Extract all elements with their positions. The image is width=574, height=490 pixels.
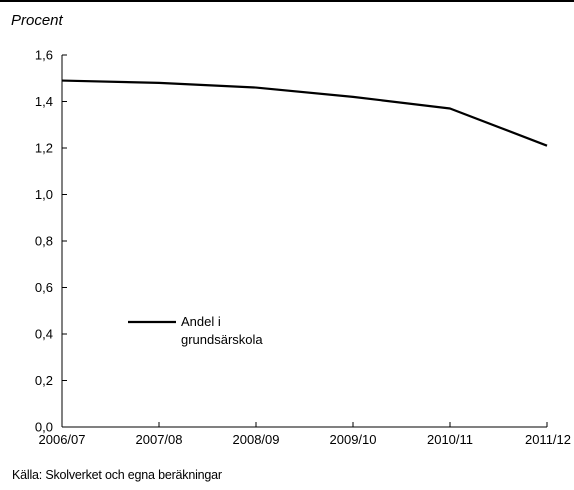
y-ticks: 0,0 0,2 0,4 0,6 0,8 1,0 1,2 1,4 1,6	[35, 48, 67, 435]
x-tick-label: 2007/08	[136, 432, 183, 447]
x-tick-label: 2008/09	[233, 432, 280, 447]
chart-axes	[61, 55, 547, 428]
series-line	[61, 79, 548, 147]
source-note: Källa: Skolverket och egna beräkningar	[12, 468, 222, 482]
x-ticks: 2006/07 2007/08 2008/09 2009/10 2010/11 2011/…	[39, 422, 571, 447]
y-tick-label: 1,0	[35, 187, 53, 202]
y-tick-label: 1,2	[35, 141, 53, 156]
chart-series	[61, 79, 548, 147]
y-tick-label: 0,2	[35, 373, 53, 388]
chart-legend: Andel i grundsärskola	[128, 314, 263, 347]
legend-label: grundsärskola	[181, 332, 263, 347]
y-tick-label: 1,4	[35, 94, 53, 109]
x-tick-label: 2011/12	[525, 432, 571, 447]
y-tick-label: 0,6	[35, 280, 53, 295]
top-rule	[0, 0, 574, 2]
x-tick-label: 2010/11	[427, 432, 473, 447]
y-unit-label: Procent	[11, 12, 63, 29]
x-tick-label: 2006/07	[39, 432, 86, 447]
y-tick-label: 0,4	[35, 327, 53, 342]
x-tick-label: 2009/10	[330, 432, 377, 447]
y-tick-label: 0,8	[35, 234, 53, 249]
y-tick-label: 1,6	[35, 48, 53, 63]
legend-label: Andel i	[181, 314, 221, 329]
y-tick-label: 0,0	[35, 420, 53, 435]
